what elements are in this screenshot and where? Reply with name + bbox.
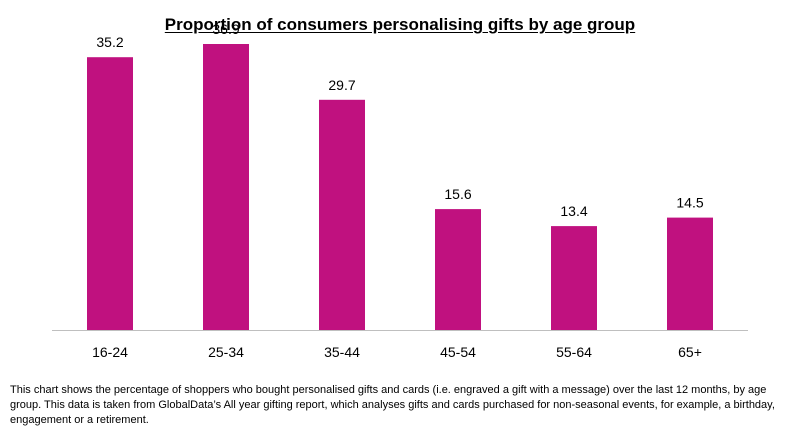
x-tick-label-25-34: 25-34	[208, 344, 244, 360]
data-label-55-64: 13.4	[560, 203, 587, 219]
x-tick-label-65+: 65+	[678, 344, 702, 360]
x-tick-label-16-24: 16-24	[92, 344, 128, 360]
data-label-25-34: 36.9	[212, 21, 239, 37]
chart-caption: This chart shows the percentage of shopp…	[10, 384, 775, 426]
data-label-35-44: 29.7	[328, 77, 355, 93]
bar-16-24	[87, 57, 133, 330]
data-label-45-54: 15.6	[444, 186, 471, 202]
x-tick-label-35-44: 35-44	[324, 344, 360, 360]
data-label-16-24: 35.2	[96, 34, 123, 50]
data-label-65+: 14.5	[676, 195, 703, 211]
bar-35-44	[319, 99, 365, 330]
bars-group	[87, 44, 713, 330]
bar-25-34	[203, 44, 249, 330]
bar-65+	[667, 217, 713, 330]
x-tick-label-55-64: 55-64	[556, 344, 592, 360]
chart-title: Proportion of consumers personalising gi…	[164, 15, 636, 34]
x-tick-labels-group: 16-24 25-34 35-44 45-54 55-64 65+	[92, 344, 702, 360]
x-tick-label-45-54: 45-54	[440, 344, 476, 360]
bar-45-54	[435, 209, 481, 330]
data-labels-group: 35.2 36.9 29.7 15.6 13.4 14.5	[96, 21, 703, 219]
bar-55-64	[551, 226, 597, 330]
